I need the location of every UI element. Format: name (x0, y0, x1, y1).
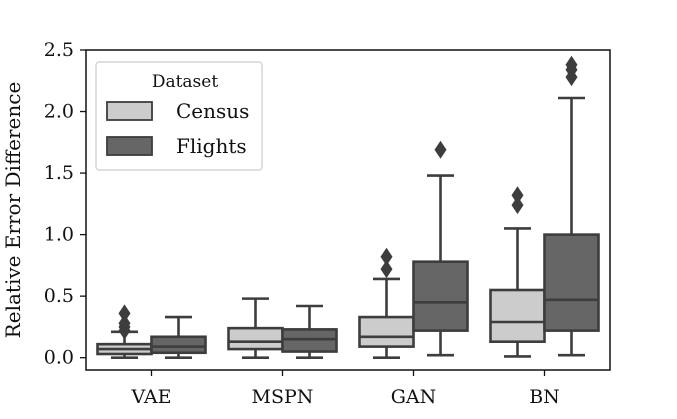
box-flights-gan (412, 140, 469, 357)
legend-label-census: Census (176, 99, 249, 123)
x-tick-label: VAE (130, 386, 171, 408)
iqr-box (412, 260, 469, 332)
y-tick-label: 2.0 (44, 101, 74, 123)
outlier-marker (434, 140, 447, 159)
x-tick-label: BN (529, 386, 560, 408)
outlier-marker (118, 304, 131, 323)
axes-frame (85, 49, 611, 371)
y-tick-label: 1.5 (44, 162, 74, 184)
legend-swatch-flights (106, 136, 153, 156)
x-tick-label: MSPN (252, 386, 314, 408)
y-tick-label: 0.5 (44, 285, 74, 307)
y-tick-label: 1.0 (44, 224, 74, 246)
outlier-marker (380, 247, 393, 266)
outlier-marker (511, 186, 524, 205)
iqr-box (358, 315, 415, 348)
legend-label-flights: Flights (176, 134, 247, 158)
axes-layer (85, 49, 611, 371)
box-flights-mspn (281, 304, 338, 359)
box-census-gan (358, 247, 415, 359)
y-tick-label: 2.5 (44, 39, 74, 61)
y-tick-label: 0.0 (44, 347, 74, 369)
boxes-layer (96, 55, 600, 359)
box-flights-bn (543, 55, 600, 357)
y-axis-title: Relative Error Difference (1, 82, 25, 339)
iqr-box (150, 335, 207, 355)
outlier-marker (511, 196, 524, 215)
iqr-box (227, 326, 284, 351)
outlier-marker (380, 260, 393, 279)
box-flights-vae (150, 315, 207, 359)
legend-swatch-census (106, 101, 153, 121)
legend-title: Dataset (152, 72, 219, 92)
iqr-box (489, 288, 546, 343)
outlier-marker (565, 55, 578, 74)
y-ticks: 0.0 0.5 1.0 1.5 2.0 2.5 (44, 39, 86, 369)
x-tick-label: GAN (391, 386, 437, 408)
x-ticks: VAE MSPN GAN BN (130, 370, 560, 408)
box-census-vae (96, 304, 153, 359)
iqr-box (543, 233, 600, 332)
box-census-bn (489, 186, 546, 358)
box-census-mspn (227, 297, 284, 359)
outlier-marker (118, 314, 131, 333)
legend: Dataset Census Flights (95, 61, 263, 171)
